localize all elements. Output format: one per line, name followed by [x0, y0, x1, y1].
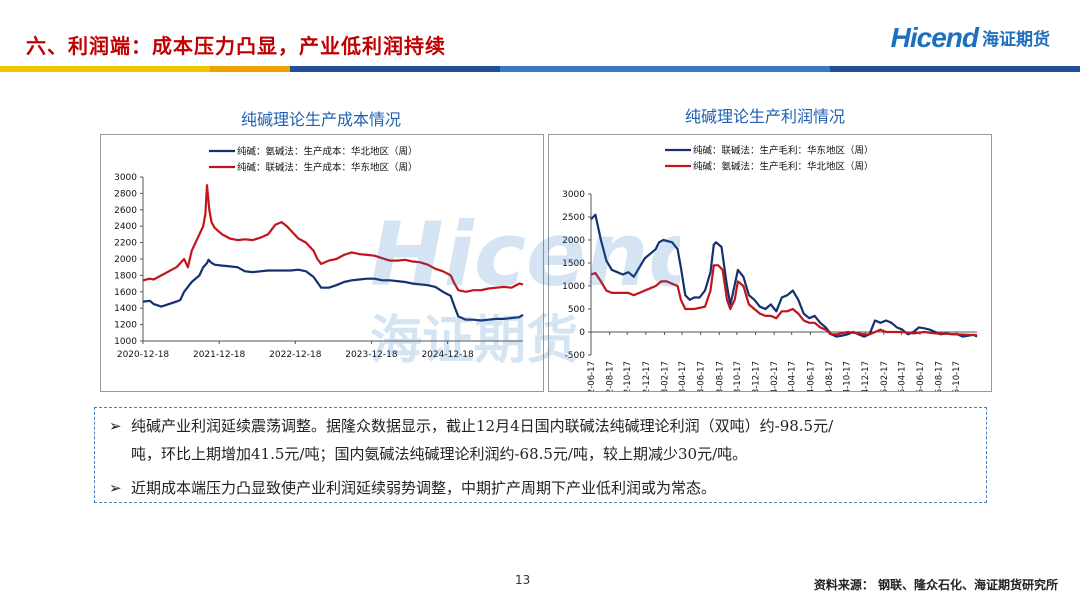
chart-title-profit: 纯碱理论生产利润情况 — [684, 107, 845, 126]
bullet-arrow-icon: ➢ — [109, 417, 122, 435]
x-tick-label: 2022-08-17 — [606, 361, 616, 391]
y-tick-label: 2600 — [114, 206, 137, 216]
page-title: 六、利润端：成本压力凸显，产业低利润持续 — [26, 34, 446, 58]
y-tick-label: 3000 — [562, 190, 585, 200]
x-tick-label: 2022-06-17 — [587, 361, 597, 391]
summary-box: ➢ 纯碱产业利润延续震荡调整。据隆众数据显示，截止12月4日国内联碱法纯碱理论利润… — [94, 407, 987, 503]
y-tick-label: 2000 — [562, 236, 585, 246]
x-tick-label: 2024-04-17 — [788, 361, 798, 391]
stripe-seg — [500, 66, 830, 72]
brand-logo: Hicend 海证期货 — [891, 22, 1050, 54]
x-tick-label: 2022-10-17 — [623, 361, 633, 391]
legend-label: 纯碱：氨碱法：生产毛利：华北地区（周） — [693, 161, 874, 173]
x-tick-label: 2025-02-17 — [880, 361, 890, 391]
chart-title-cost: 纯碱理论生产成本情况 — [240, 110, 401, 129]
legend-label: 纯碱：联碱法：生产成本：华东地区（周） — [237, 162, 418, 174]
y-tick-label: 2500 — [562, 213, 585, 223]
x-tick-label: 2022-12-18 — [269, 350, 322, 360]
cost-chart: 1000 1200 1400 1600 1800 2000 2200 2400 2600 2800… — [100, 134, 544, 392]
y-tick-label: 1500 — [562, 259, 585, 269]
x-tick-label: 2020-12-18 — [117, 350, 170, 360]
y-tick-label: 1000 — [562, 282, 585, 292]
x-tick-label: 2023-12-18 — [345, 350, 398, 360]
note-item-1b: 吨，环比上期增加41.5元/吨；国内氨碱法纯碱理论利润约-68.5元/吨，较上期… — [131, 440, 747, 468]
stripe-seg — [0, 66, 210, 72]
x-tick-label: 2025-10-17 — [952, 361, 962, 391]
x-tick-label: 2023-10-17 — [733, 361, 743, 391]
stripe-seg — [830, 66, 1080, 72]
y-tick-label: 2400 — [114, 222, 137, 232]
x-tick-label: 2021-12-18 — [193, 350, 246, 360]
stripe-seg — [210, 66, 290, 72]
x-tick-label: 2023-06-17 — [697, 361, 707, 391]
x-tick-label: 2024-06-17 — [806, 361, 816, 391]
x-tick-label: 2023-04-17 — [678, 361, 688, 391]
series-line-1 — [590, 213, 978, 338]
note-text-2: 近期成本端压力凸显致使产业利润延续弱势调整，中期扩产周期下产业低利润或为常态。 — [131, 479, 717, 497]
brand-logo-cn: 海证期货 — [982, 30, 1050, 50]
x-tick-label: 2024-12-17 — [861, 361, 871, 391]
legend-label: 纯碱：联碱法：生产毛利：华东地区（周） — [693, 145, 874, 157]
series-line-2 — [590, 264, 978, 337]
series-line-2 — [142, 184, 524, 293]
stripe-seg — [290, 66, 500, 72]
bullet-arrow-icon: ➢ — [109, 479, 122, 497]
header-stripe — [0, 66, 1080, 72]
legend-label: 纯碱：氨碱法：生产成本：华北地区（周） — [237, 146, 418, 158]
profit-chart: -500 0 500 1000 1500 2000 2500 3000 2022-06-17 20… — [548, 134, 992, 392]
x-tick-label: 2022-12-17 — [642, 361, 652, 391]
y-tick-label: -500 — [565, 351, 586, 361]
profit-chart-svg: -500 0 500 1000 1500 2000 2500 3000 2022-06-17 20… — [562, 145, 978, 391]
x-tick-label: 2024-12-18 — [421, 350, 474, 360]
y-tick-label: 1600 — [114, 288, 137, 298]
y-tick-label: 1800 — [114, 271, 137, 281]
y-tick-label: 1000 — [114, 337, 137, 347]
x-tick-label: 2023-08-17 — [715, 361, 725, 391]
note-text-1b: 吨，环比上期增加41.5元/吨；国内氨碱法纯碱理论利润约-68.5元/吨，较上期… — [131, 445, 748, 463]
x-tick-label: 2025-08-17 — [935, 361, 945, 391]
source-note: 资料来源： 钢联、隆众石化、海证期货研究所 — [813, 578, 1058, 592]
y-tick-label: 2800 — [114, 189, 137, 199]
cost-chart-svg: 1000 1200 1400 1600 1800 2000 2200 2400 2600 2800… — [114, 146, 524, 360]
note-text-1a: 纯碱产业利润延续震荡调整。据隆众数据显示，截止12月4日国内联碱法纯碱理论利润（… — [131, 417, 834, 435]
y-tick-label: 1400 — [114, 304, 137, 314]
x-tick-label: 2025-06-17 — [916, 361, 926, 391]
x-tick-label: 2023-12-17 — [751, 361, 761, 391]
x-tick-label: 2025-04-17 — [897, 361, 907, 391]
y-tick-label: 500 — [568, 305, 585, 315]
note-item-1: ➢ 纯碱产业利润延续震荡调整。据隆众数据显示，截止12月4日国内联碱法纯碱理论利润… — [109, 412, 979, 440]
y-tick-label: 3000 — [114, 173, 137, 183]
x-tick-label: 2024-02-17 — [770, 361, 780, 391]
y-tick-label: 2000 — [114, 255, 137, 265]
x-tick-label: 2024-08-17 — [825, 361, 835, 391]
x-tick-label: 2024-10-17 — [843, 361, 853, 391]
y-tick-label: 0 — [579, 328, 585, 338]
brand-logo-latin: Hicend — [890, 22, 979, 53]
series-line-1 — [142, 258, 524, 322]
y-tick-label: 2200 — [114, 239, 137, 249]
note-item-2: ➢ 近期成本端压力凸显致使产业利润延续弱势调整，中期扩产周期下产业低利润或为常态。 — [109, 474, 716, 502]
x-tick-label: 2023-02-17 — [660, 361, 670, 391]
page-number: 13 — [515, 573, 531, 587]
y-tick-label: 1200 — [114, 321, 137, 331]
